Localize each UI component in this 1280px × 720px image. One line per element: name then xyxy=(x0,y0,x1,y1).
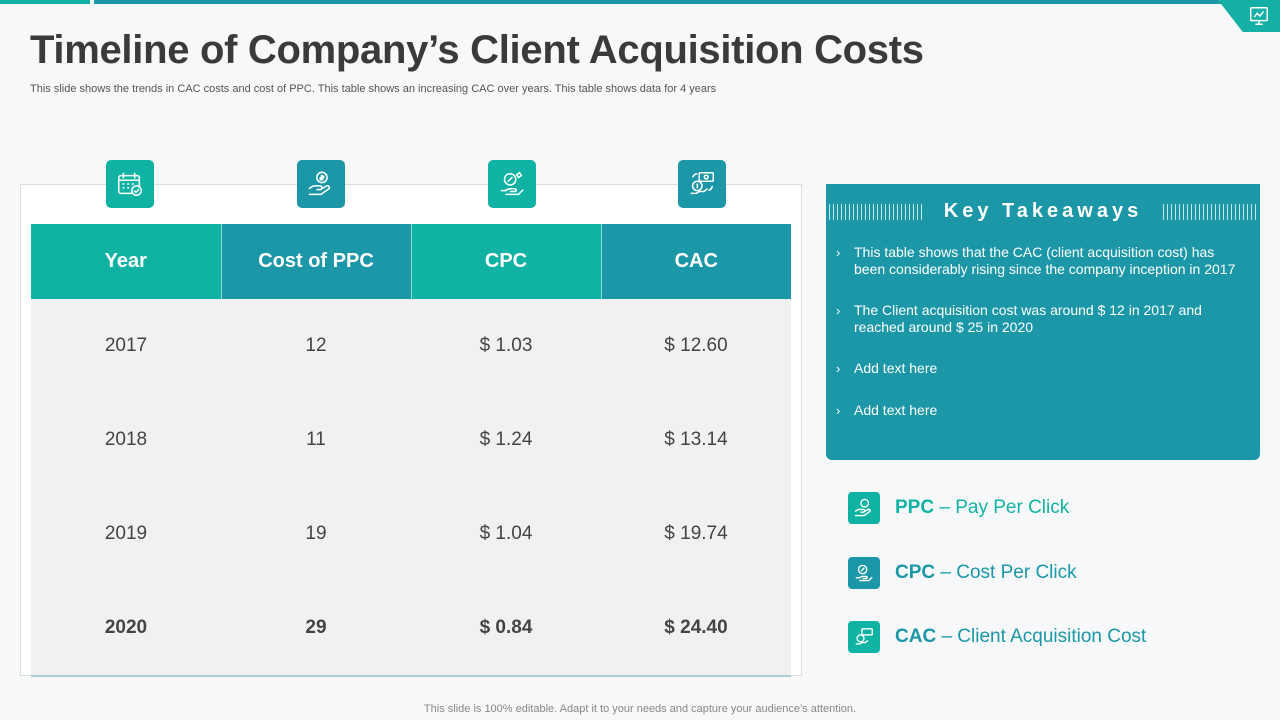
takeaways-title: Key Takeaways xyxy=(943,200,1143,222)
cell-cpc: $ 1.24 xyxy=(411,393,601,487)
table-row: 2019 19 $ 1.04 $ 19.74 xyxy=(31,487,791,581)
cell-cac: $ 13.14 xyxy=(601,393,791,487)
legend-desc: Client Acquisition Cost xyxy=(957,626,1147,647)
cell-cost-of-ppc: 11 xyxy=(221,393,411,487)
legend-desc: Cost Per Click xyxy=(956,562,1077,583)
cell-cost-of-ppc: 29 xyxy=(221,581,411,677)
stripe-decoration xyxy=(829,204,923,220)
cell-year: 2019 xyxy=(31,487,221,581)
table-row: 2018 11 $ 1.24 $ 13.14 xyxy=(31,393,791,487)
column-header-cpc: CPC xyxy=(411,224,602,299)
takeaway-text: The Client acquisition cost was around $… xyxy=(854,302,1202,335)
cell-year: 2020 xyxy=(31,581,221,677)
page-title: Timeline of Company’s Client Acquisition… xyxy=(30,28,924,72)
corner-badge xyxy=(1218,0,1280,32)
legend-abbr: CAC xyxy=(895,626,937,647)
chevron-right-icon: › xyxy=(836,245,841,260)
legend-item-cac: CAC – Client Acquisition Cost xyxy=(848,621,1146,653)
chevron-right-icon: › xyxy=(836,303,841,318)
column-header-cost-of-ppc: Cost of PPC xyxy=(221,224,412,299)
cell-cpc: $ 1.03 xyxy=(411,299,601,393)
takeaway-text: This table shows that the CAC (client ac… xyxy=(854,244,1236,277)
legend-abbr: PPC xyxy=(895,497,935,518)
stripe-decoration xyxy=(1163,204,1257,220)
key-takeaways-panel: Key Takeaways › This table shows that th… xyxy=(826,184,1260,460)
hand-coin-icon xyxy=(297,160,345,208)
legend-separator: – xyxy=(934,497,956,518)
chevron-right-icon: › xyxy=(836,361,841,376)
cell-cpc: $ 1.04 xyxy=(411,487,601,581)
hand-money-percent-icon xyxy=(488,160,536,208)
takeaways-header: Key Takeaways xyxy=(826,200,1260,224)
top-accent-bar-blue xyxy=(94,0,1280,4)
takeaway-text: Add text here xyxy=(854,360,938,376)
column-header-cac: CAC xyxy=(601,224,791,299)
legend-separator: – xyxy=(936,626,958,647)
cell-cpc: $ 0.84 xyxy=(411,581,601,677)
legend-desc: Pay Per Click xyxy=(955,497,1070,518)
legend-text: CAC – Client Acquisition Cost xyxy=(895,626,1146,648)
legend-text: PPC – Pay Per Click xyxy=(895,497,1069,519)
legend-item-cpc: CPC – Cost Per Click xyxy=(848,557,1077,589)
chevron-right-icon: › xyxy=(836,403,841,418)
table-header-row: Year Cost of PPC CPC CAC xyxy=(31,224,791,299)
cell-cac: $ 19.74 xyxy=(601,487,791,581)
legend-separator: – xyxy=(935,562,957,583)
hand-coin-icon xyxy=(848,492,880,524)
legend-text: CPC – Cost Per Click xyxy=(895,562,1077,584)
legend-item-ppc: PPC – Pay Per Click xyxy=(848,492,1069,524)
money-exchange-icon xyxy=(678,160,726,208)
table-row: 2017 12 $ 1.03 $ 12.60 xyxy=(31,299,791,393)
legend-abbr: CPC xyxy=(895,562,936,583)
column-header-year: Year xyxy=(31,224,222,299)
hand-money-percent-icon xyxy=(848,557,880,589)
money-exchange-icon xyxy=(848,621,880,653)
takeaway-text: Add text here xyxy=(854,402,938,418)
cell-cac: $ 24.40 xyxy=(601,581,791,677)
top-accent-bar-teal xyxy=(0,0,90,4)
cell-cac: $ 12.60 xyxy=(601,299,791,393)
cell-year: 2017 xyxy=(31,299,221,393)
calendar-check-icon xyxy=(106,160,154,208)
presentation-icon xyxy=(1250,7,1268,25)
cell-cost-of-ppc: 19 xyxy=(221,487,411,581)
cell-year: 2018 xyxy=(31,393,221,487)
page-subtitle: This slide shows the trends in CAC costs… xyxy=(30,83,717,95)
cac-timeline-table: Year Cost of PPC CPC CAC 2017 12 $ 1.03 … xyxy=(31,224,791,677)
cell-cost-of-ppc: 12 xyxy=(221,299,411,393)
footer-note: This slide is 100% editable. Adapt it to… xyxy=(423,703,857,715)
table-row: 2020 29 $ 0.84 $ 24.40 xyxy=(31,581,791,677)
